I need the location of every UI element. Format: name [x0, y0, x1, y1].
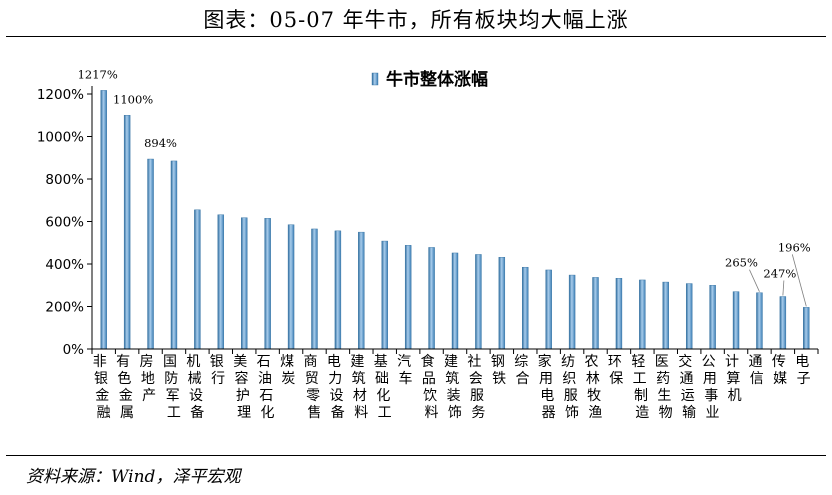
y-tick-label: 200% [45, 300, 84, 316]
bar-基础化工 [381, 240, 388, 350]
x-category-label: 房地产 [140, 354, 157, 404]
x-category-label: 非银金融 [93, 354, 111, 421]
x-category-label: 医药生物 [655, 354, 673, 421]
bar-钢铁 [498, 257, 506, 350]
bar-煤炭 [287, 224, 295, 350]
y-tick-label: 600% [45, 215, 84, 231]
bar-交通运输 [685, 283, 693, 350]
bar-建筑材料 [358, 231, 365, 350]
bar-建筑装饰 [451, 252, 459, 350]
bar-计算机 [732, 291, 740, 350]
data-label: 894% [144, 136, 177, 150]
legend-swatch [371, 72, 379, 86]
bars [100, 90, 810, 350]
title-rule [6, 36, 826, 37]
x-category-label: 钢铁 [491, 354, 506, 387]
bar-农林牧渔 [592, 277, 599, 350]
x-category-label: 交通运输 [678, 353, 696, 421]
bar-非银金融 [100, 90, 107, 350]
data-label-leader [791, 254, 807, 307]
y-tick-label: 400% [45, 257, 84, 273]
y-tick-label: 1000% [37, 130, 84, 146]
bar-轻工制造 [639, 279, 646, 350]
bar-国防军工 [170, 160, 178, 350]
data-label: 1100% [113, 92, 153, 106]
x-category-label: 美容护理 [233, 354, 251, 421]
x-category-label: 社会服务 [467, 354, 485, 421]
x-category-label: 食品饮料 [421, 353, 439, 421]
bar-社会服务 [475, 254, 482, 350]
x-category-label: 银行 [210, 354, 225, 387]
x-category-label: 电子 [795, 354, 810, 387]
data-label: 247% [763, 267, 796, 281]
bar-机械设备 [194, 209, 201, 350]
bar-汽车 [404, 245, 412, 350]
data-labels: 1217% 1100% 894% 265% 247% 196% [78, 67, 811, 307]
x-category-label: 轻工制造 [631, 354, 649, 421]
bar-医药生物 [662, 281, 669, 350]
y-tick-label: 800% [45, 172, 84, 188]
bar-家用电器 [545, 269, 552, 350]
x-category-label: 国防军工 [163, 354, 181, 421]
x-category-label: 电力设备 [327, 354, 345, 421]
bar-食品饮料 [428, 247, 435, 350]
y-axis: 0% 200% 400% 600% 800% 1000% 1200% [37, 86, 93, 358]
bar-传媒 [779, 296, 787, 350]
legend-label: 牛市整体涨幅 [386, 69, 488, 90]
x-category-label: 煤炭 [280, 354, 295, 387]
x-category-label: 有色金属 [116, 354, 134, 421]
bar-电力设备 [334, 230, 342, 350]
y-tick-label: 1200% [37, 87, 84, 103]
bar-有色金属 [123, 115, 131, 350]
x-category-label: 环保 [608, 354, 623, 387]
chart-title: 图表：05-07 年牛市，所有板块均大幅上涨 [203, 8, 629, 32]
data-label: 196% [778, 240, 811, 254]
data-label-leader [749, 269, 760, 292]
x-category-label: 建筑材料 [350, 354, 368, 421]
x-category-label: 汽车 [397, 354, 412, 387]
y-tick-label: 0% [63, 342, 85, 358]
bar-石油石化 [264, 218, 271, 350]
bar-通信 [756, 292, 763, 350]
x-category-label: 传媒 [772, 354, 787, 387]
x-category-label: 通信 [748, 354, 763, 387]
x-axis: 非银金融有色金属房地产国防军工机械设备银行美容护理石油石化煤炭商贸零售电力设备建… [91, 348, 819, 421]
data-label-leader [782, 280, 785, 296]
bar-房地产 [147, 158, 154, 350]
x-category-label: 计算机 [725, 354, 742, 404]
x-category-label: 家用电器 [538, 353, 556, 421]
data-label: 1217% [78, 67, 118, 81]
legend: 牛市整体涨幅 [371, 69, 488, 90]
x-category-label: 机械设备 [186, 354, 204, 421]
bar-纺织服饰 [568, 274, 576, 350]
bar-综合 [522, 266, 529, 350]
x-category-label: 商贸零售 [303, 354, 321, 421]
x-category-label: 农林牧渔 [585, 354, 603, 421]
bar-环保 [615, 278, 623, 350]
x-category-label: 石油石化 [257, 354, 275, 421]
x-category-label: 基础化工 [374, 353, 392, 421]
bar-电子 [803, 307, 810, 350]
bar-公用事业 [709, 285, 716, 350]
source-rule [6, 455, 826, 456]
data-label: 265% [725, 256, 758, 270]
x-category-label: 纺织服饰 [561, 354, 579, 421]
x-category-label: 综合 [514, 354, 529, 387]
bar-银行 [217, 214, 225, 350]
x-category-label: 公用事业 [702, 354, 720, 421]
source-note: 资料来源：Wind，泽平宏观 [26, 467, 241, 487]
bar-商贸零售 [311, 228, 318, 350]
x-category-label: 建筑装饰 [444, 354, 462, 421]
bar-美容护理 [241, 217, 248, 350]
